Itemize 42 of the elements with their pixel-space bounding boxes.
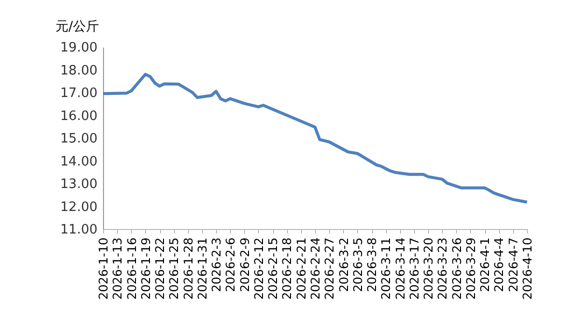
x-tick-label: 2026-2-21 xyxy=(294,238,308,300)
y-tick-label: 14.00 xyxy=(60,154,98,170)
x-tick-label: 2026-4-4 xyxy=(492,238,506,292)
x-tick-label: 2026-1-22 xyxy=(153,238,168,300)
x-tick-label: 2026-3-17 xyxy=(407,238,422,300)
x-tick-label: 2026-2-24 xyxy=(308,238,322,300)
line-series xyxy=(102,72,528,204)
x-tick-label: 2026-4-1 xyxy=(478,238,492,292)
x-tick-label: 2026-1-13 xyxy=(110,238,125,300)
x-tick-label: 2026-3-8 xyxy=(365,238,380,292)
x-tick-label: 2026-3-14 xyxy=(393,238,408,300)
x-tick-label: 2026-2-9 xyxy=(238,238,252,292)
x-tick-label: 2026-2-3 xyxy=(210,238,224,292)
y-tick-label: 16.00 xyxy=(60,108,98,124)
x-tick-label: 2026-2-6 xyxy=(224,238,238,292)
x-tick-label: 2026-1-31 xyxy=(195,238,210,300)
y-tick-label: 19.00 xyxy=(60,40,98,56)
x-tick-label: 2026-3-11 xyxy=(379,238,394,300)
y-tick-label: 13.00 xyxy=(60,177,98,192)
x-tick-label: 2026-3-20 xyxy=(422,238,436,300)
y-tick-label: 15.00 xyxy=(60,132,98,146)
x-tick-label: 2026-3-2 xyxy=(336,238,351,292)
x-tick-label: 2026-1-28 xyxy=(181,238,196,300)
x-tick-label: 2026-3-29 xyxy=(464,238,478,300)
x-tick-label: 2026-4-10 xyxy=(520,238,534,300)
y-tick-label: 18.00 xyxy=(60,63,98,78)
x-tick-label: 2026-2-12 xyxy=(252,238,266,300)
x-tick-label: 2026-1-16 xyxy=(124,238,139,300)
x-tick-label: 2026-1-25 xyxy=(167,238,182,300)
x-tick-label: 2026-4-7 xyxy=(506,238,520,292)
x-tick-label: 2026-3-23 xyxy=(436,238,450,300)
x-tick-label: 2026-1-10 xyxy=(96,238,110,300)
x-tick-label: 2026-2-27 xyxy=(322,238,337,300)
x-tick-label: 2026-2-15 xyxy=(266,238,280,300)
y-tick-label: 12.00 xyxy=(60,200,98,215)
x-tick-label: 2026-1-19 xyxy=(138,238,153,300)
y-tick-label: 11.00 xyxy=(60,222,98,238)
y-axis-title: 元/公斤 xyxy=(56,20,99,34)
x-tick-label: 2026-2-18 xyxy=(280,238,294,300)
x-tick-label: 2026-3-26 xyxy=(450,238,464,300)
y-tick-label: 17.00 xyxy=(60,86,98,101)
x-tick-label: 2026-3-5 xyxy=(350,238,365,292)
